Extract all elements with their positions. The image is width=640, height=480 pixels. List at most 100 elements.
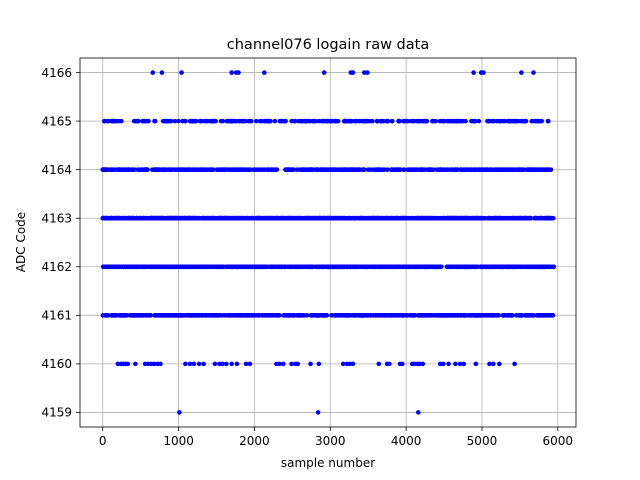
data-point	[293, 215, 299, 221]
data-point	[382, 264, 388, 270]
data-point	[416, 410, 421, 415]
data-point	[531, 70, 536, 75]
data-point	[315, 410, 321, 415]
data-point	[333, 215, 338, 221]
data-point	[389, 118, 395, 124]
data-point	[461, 361, 467, 367]
data-point	[454, 118, 460, 124]
data-point	[350, 70, 356, 75]
data-point	[525, 167, 531, 172]
data-point	[248, 313, 253, 318]
data-point	[262, 215, 268, 221]
data-point	[501, 167, 506, 172]
data-point	[220, 167, 225, 172]
data-point	[353, 313, 358, 318]
data-point	[188, 167, 194, 172]
data-point	[361, 118, 367, 124]
data-point	[237, 313, 243, 318]
data-point	[158, 361, 163, 367]
data-point	[134, 215, 140, 221]
data-point	[182, 167, 187, 172]
data-point	[541, 313, 547, 318]
data-point	[376, 167, 382, 172]
data-point	[175, 313, 181, 318]
chart-title: channel076 logain raw data	[227, 37, 429, 53]
data-point	[106, 118, 112, 124]
data-point	[289, 361, 294, 367]
data-point	[179, 70, 184, 75]
data-point	[304, 313, 310, 318]
data-point	[201, 361, 206, 367]
data-point	[133, 361, 138, 367]
data-point	[215, 215, 221, 221]
data-point	[545, 118, 551, 124]
data-point	[535, 118, 540, 124]
data-point	[316, 215, 322, 221]
data-point	[243, 313, 248, 318]
data-point	[513, 264, 518, 270]
data-point	[172, 118, 178, 124]
data-point	[323, 313, 328, 318]
data-point	[253, 313, 259, 318]
data-point	[113, 313, 118, 318]
data-point	[285, 167, 291, 172]
data-point	[277, 361, 282, 367]
data-point	[217, 313, 223, 318]
data-point	[340, 361, 346, 367]
data-point	[170, 313, 175, 318]
data-point	[460, 215, 465, 221]
data-point	[523, 313, 528, 318]
data-point	[374, 118, 380, 124]
data-points	[100, 70, 557, 415]
data-point	[467, 313, 473, 318]
data-point	[316, 264, 322, 270]
data-point	[208, 118, 213, 124]
data-point	[114, 118, 119, 124]
data-point	[525, 264, 530, 270]
data-point	[385, 167, 390, 172]
data-point	[363, 264, 369, 270]
data-point	[550, 313, 555, 318]
data-point	[329, 313, 334, 318]
data-point	[322, 215, 327, 221]
data-point	[290, 167, 296, 172]
data-point	[408, 118, 414, 124]
x-tick-label: 3000	[315, 434, 346, 448]
data-point	[287, 264, 293, 270]
data-point	[468, 264, 473, 270]
data-point	[476, 167, 481, 172]
data-point	[521, 167, 526, 172]
data-point	[159, 215, 165, 221]
data-point	[197, 215, 202, 221]
data-point	[100, 167, 106, 172]
data-point	[232, 118, 237, 124]
data-point	[165, 215, 170, 221]
data-point	[376, 264, 382, 270]
data-point	[380, 167, 385, 172]
data-point	[328, 167, 334, 172]
data-point	[213, 313, 218, 318]
data-point	[126, 215, 131, 221]
data-point	[512, 361, 517, 367]
data-point	[185, 313, 191, 318]
data-point	[321, 264, 327, 270]
data-point	[159, 70, 165, 75]
y-axis-label: ADC Code	[14, 212, 28, 272]
data-point	[495, 264, 501, 270]
data-point	[198, 264, 203, 270]
data-point	[271, 215, 277, 221]
data-point	[220, 361, 225, 367]
data-point	[308, 361, 313, 367]
data-point	[429, 167, 435, 172]
data-point	[202, 118, 208, 124]
data-point	[521, 118, 527, 124]
data-point	[246, 118, 251, 124]
data-point	[306, 264, 312, 270]
data-point	[367, 167, 373, 172]
data-point	[405, 118, 411, 124]
data-point	[170, 264, 175, 270]
data-point	[135, 118, 140, 124]
data-point	[204, 167, 209, 172]
data-point	[343, 118, 348, 124]
